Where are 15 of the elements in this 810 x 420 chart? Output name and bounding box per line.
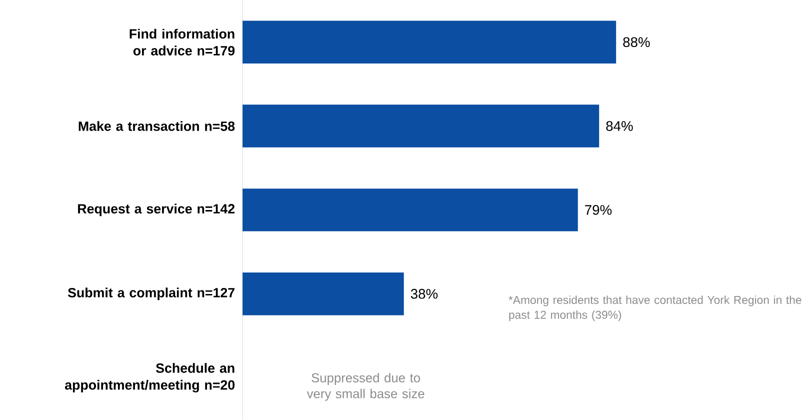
bar [242, 20, 616, 64]
data-label: 84% [606, 121, 633, 132]
y-tick-label: Request a service n=142 [78, 204, 235, 216]
bar [242, 104, 600, 148]
y-tick-label: Schedule an appointment/meeting n=20 [64, 363, 235, 392]
data-label: 38% [410, 288, 438, 299]
data-label: 79% [585, 205, 612, 215]
data-label: 88% [623, 37, 650, 48]
annotation: *Among residents that have contacted York Region in the past 12 months (39%) [508, 296, 802, 322]
annotation: Suppressed due to very small base size [306, 373, 424, 401]
bar [242, 272, 404, 316]
y-tick-label: Find information or advice n=179 [130, 28, 235, 56]
y-tick-label: Make a transaction n=58 [78, 121, 235, 132]
y-tick-label: Submit a complaint n=127 [68, 288, 234, 300]
bar [242, 188, 578, 232]
